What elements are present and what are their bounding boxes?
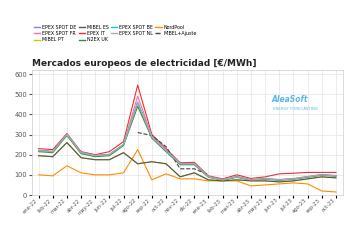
Text: AleaSoft: AleaSoft bbox=[271, 96, 308, 104]
Text: Mercados europeos de electricidad [€/MWh]: Mercados europeos de electricidad [€/MWh… bbox=[32, 59, 256, 68]
Legend: EPEX SPOT DE, EPEX SPOT FR, MIBEL PT, MIBEL ES, EPEX IT, N2EX UK, EPEX SPOT BE, : EPEX SPOT DE, EPEX SPOT FR, MIBEL PT, MI… bbox=[34, 25, 196, 42]
Text: ENERGY FORECASTING: ENERGY FORECASTING bbox=[273, 107, 318, 111]
